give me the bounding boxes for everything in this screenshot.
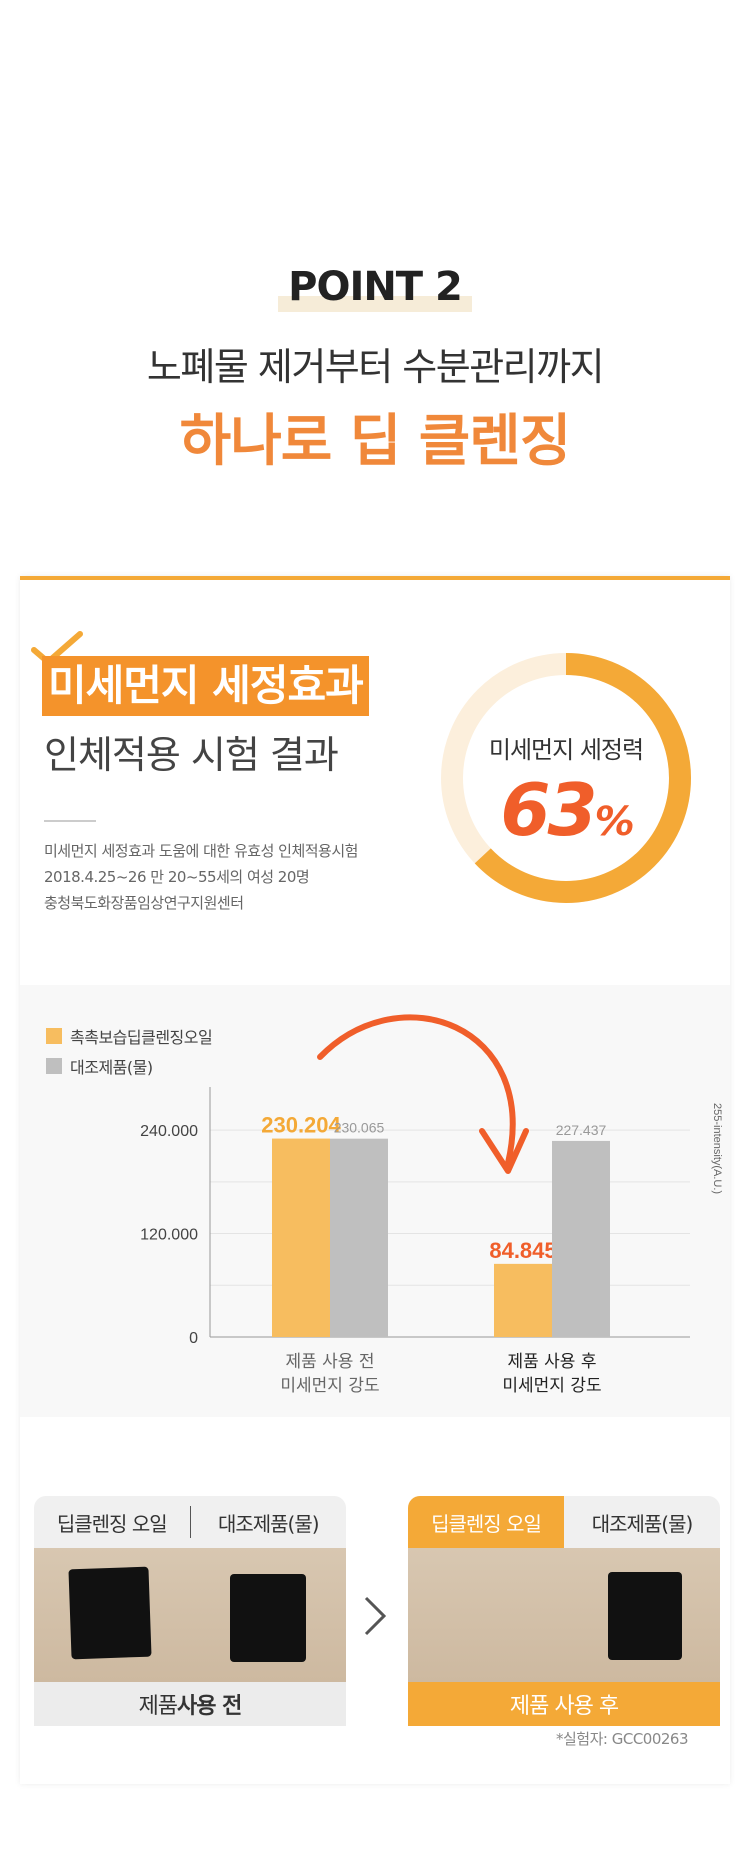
ring-value: 63% — [438, 768, 694, 852]
data-label: 227.437 — [556, 1122, 607, 1138]
col-label-oil: 딥클렌징 오일 — [56, 1511, 168, 1536]
point-label: POINT 2 — [278, 262, 472, 312]
chevron-right-icon — [362, 1594, 388, 1648]
ring-progress — [441, 653, 691, 903]
divider — [44, 820, 96, 822]
ring-number: 63 — [500, 768, 597, 852]
caption-text: 제품 — [138, 1694, 178, 1719]
highlight-title: 미세먼지 세정효과 — [42, 656, 369, 716]
photo-before-panel: 딥클렌징 오일 대조제품(물) 제품 사용 전 — [34, 1496, 346, 1726]
data-label: 230.065 — [334, 1120, 385, 1136]
data-label: 84.845 — [489, 1238, 556, 1263]
info-line: 2018.4.25~26 만 20~55세의 여성 20명 — [44, 868, 310, 886]
trend-arrow — [317, 1014, 516, 1166]
photo-header: 딥클렌징 오일 대조제품(물) — [408, 1496, 720, 1548]
skin-photo-after — [408, 1548, 720, 1682]
info-line: 미세먼지 세정효과 도움에 대한 유효성 인체적용시험 — [44, 842, 358, 860]
progress-ring — [441, 653, 691, 903]
subtitle: 노폐물 제거부터 수분관리까지 — [146, 345, 605, 389]
col-divider — [189, 1506, 191, 1538]
legend-swatch — [46, 1058, 62, 1074]
col-label-water: 대조제품(물) — [217, 1511, 320, 1536]
tester-note: *실험자: GCC00263 — [556, 1730, 689, 1748]
dust-patch — [68, 1566, 152, 1660]
legend-label: 촉촉보습딥클렌징오일 — [70, 1028, 213, 1047]
data-label: 230.204 — [261, 1113, 341, 1138]
col-label-water: 대조제품(물) — [591, 1511, 694, 1536]
photo-caption-before: 제품 사용 전 — [34, 1682, 346, 1726]
info-line: 충청북도화장품임상연구지원센터 — [44, 894, 244, 912]
legend-item-oil: 촉촉보습딥클렌징오일 — [46, 1024, 213, 1048]
y-tick-label: 120.000 — [140, 1227, 198, 1244]
point-heading: POINT 2 — [0, 262, 750, 312]
photo-header: 딥클렌징 오일 대조제품(물) — [34, 1496, 346, 1548]
x-tick-label: 제품 사용 전 — [285, 1352, 374, 1372]
x-tick-label: 제품 사용 후 — [507, 1352, 596, 1372]
bar-water — [552, 1140, 610, 1337]
ring-unit: % — [594, 799, 635, 845]
col-label-oil: 딥클렌징 오일 — [408, 1496, 564, 1548]
y-tick-label: 0 — [189, 1330, 198, 1347]
bar-oil — [272, 1138, 330, 1337]
caption-bold: 사용 전 — [177, 1694, 242, 1719]
legend-label: 대조제품(물) — [70, 1058, 153, 1077]
x-tick-label: 미세먼지 강도 — [280, 1376, 379, 1396]
main-title: 하나로 딥 클렌징 — [179, 409, 572, 474]
bar-oil — [494, 1263, 552, 1337]
bar-chart: 0 120.000 240.000 255-intensity(A.U.) 230.20… — [140, 1014, 723, 1396]
legend-item-water: 대조제품(물) — [46, 1054, 153, 1078]
test-title: 인체적용 시험 결과 — [44, 733, 339, 777]
dust-patch — [230, 1574, 306, 1662]
photo-after-panel: 딥클렌징 오일 대조제품(물) 제품 사용 후 — [408, 1496, 720, 1726]
x-tick-label: 미세먼지 강도 — [502, 1376, 601, 1396]
skin-photo-before — [34, 1548, 346, 1682]
ring-label: 미세먼지 세정력 — [488, 736, 644, 764]
arrow-head-icon — [479, 1128, 529, 1174]
y-axis-label: 255-intensity(A.U.) — [711, 1103, 723, 1194]
test-info: 미세먼지 세정효과 도움에 대한 유효성 인체적용시험 2018.4.25~26… — [44, 838, 358, 916]
bar-water — [330, 1138, 388, 1337]
photo-caption-after: 제품 사용 후 — [408, 1682, 720, 1726]
legend-swatch — [46, 1028, 62, 1044]
dust-patch — [608, 1572, 682, 1660]
y-tick-label: 240.000 — [140, 1123, 198, 1140]
